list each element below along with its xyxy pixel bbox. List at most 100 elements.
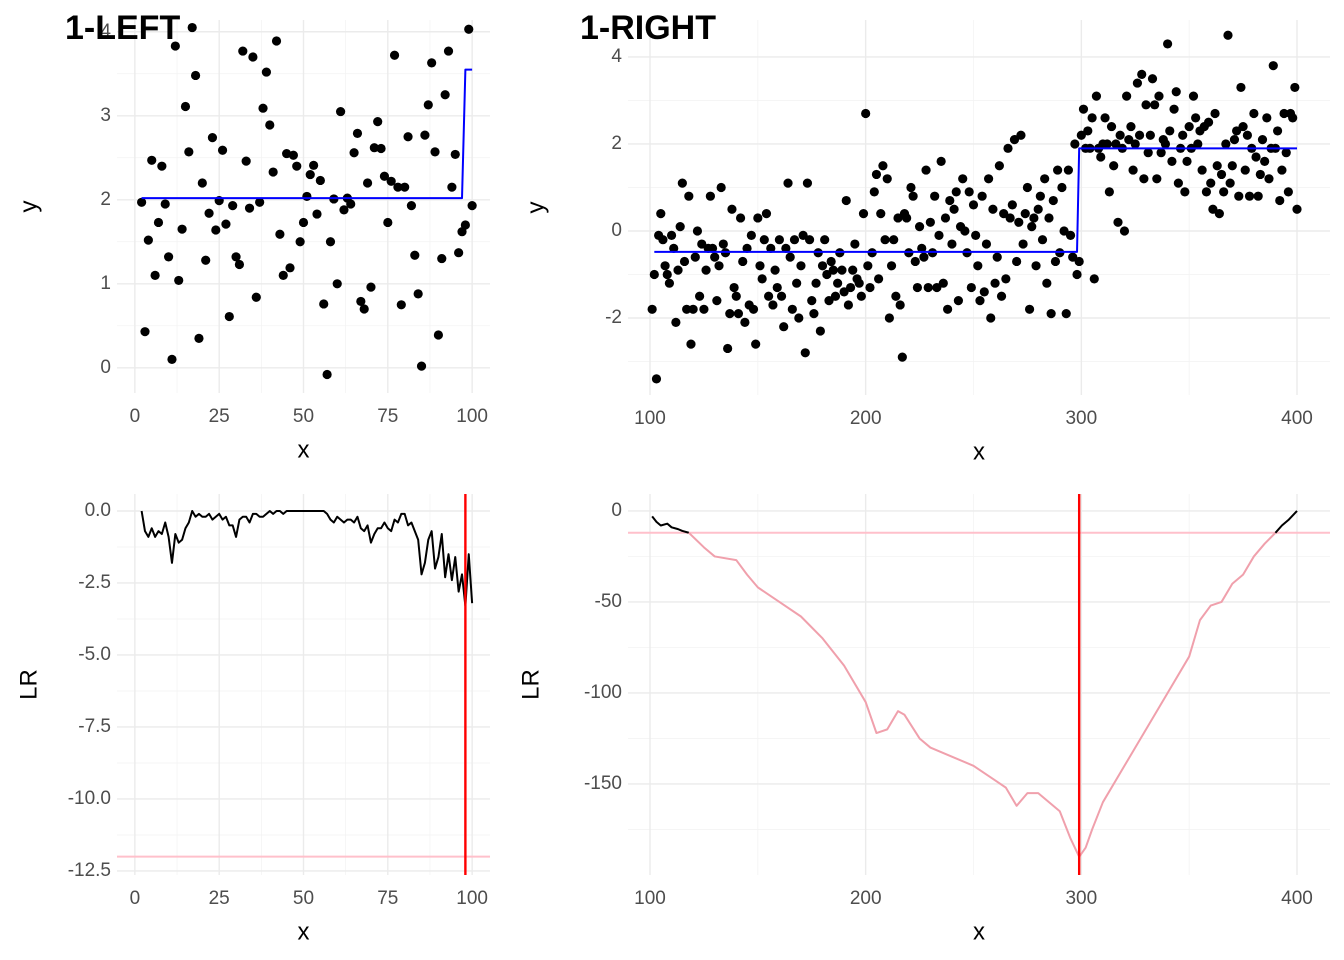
point: [373, 117, 383, 127]
point: [201, 255, 211, 265]
point: [1212, 161, 1222, 171]
point: [437, 253, 447, 264]
point: [322, 369, 332, 380]
point: [895, 300, 905, 310]
point: [882, 174, 892, 184]
point: [265, 120, 275, 130]
point: [1191, 113, 1201, 123]
point: [302, 191, 312, 202]
x-axis-title: x: [973, 918, 985, 945]
point: [824, 295, 834, 306]
point: [925, 217, 935, 227]
point: [1169, 104, 1179, 114]
point: [443, 46, 454, 56]
point: [863, 261, 873, 271]
point: [695, 291, 705, 301]
point: [677, 178, 687, 188]
x-tick-label: 25: [209, 888, 230, 909]
point: [1096, 152, 1106, 162]
point: [1277, 165, 1287, 175]
point: [1165, 126, 1175, 136]
point: [949, 204, 959, 214]
lr-line: [1274, 510, 1298, 534]
point: [906, 182, 916, 193]
point: [137, 197, 147, 207]
point: [160, 199, 170, 209]
point: [356, 296, 366, 307]
point: [1141, 100, 1151, 110]
point: [410, 250, 420, 260]
point: [886, 261, 897, 271]
point: [690, 252, 700, 262]
x-tick-label: 50: [293, 888, 314, 909]
point: [738, 256, 748, 267]
point: [1234, 191, 1244, 201]
point: [187, 22, 197, 33]
y-tick-label: 0: [611, 500, 622, 521]
point: [994, 161, 1004, 171]
point: [150, 270, 160, 280]
point: [826, 256, 836, 267]
point: [312, 209, 322, 219]
point: [869, 187, 879, 197]
point: [1057, 182, 1067, 193]
point: [764, 291, 774, 301]
point: [366, 282, 376, 292]
point: [271, 36, 282, 46]
point: [884, 313, 894, 323]
point: [190, 70, 201, 81]
point: [936, 156, 946, 166]
point: [1251, 152, 1261, 162]
point: [295, 237, 305, 247]
point: [716, 182, 726, 193]
point: [1188, 91, 1199, 101]
point: [796, 261, 806, 271]
point: [305, 169, 315, 180]
point: [1091, 91, 1102, 101]
panel: 100 200 300 400 -2 0 2 4 x y 1-RIGHT: [522, 9, 1330, 465]
point: [1154, 91, 1164, 101]
point: [433, 330, 444, 340]
point: [669, 243, 679, 253]
point: [464, 24, 474, 34]
point: [346, 199, 356, 209]
point: [1163, 39, 1173, 49]
point: [705, 191, 715, 201]
point: [359, 304, 369, 314]
point: [1210, 108, 1220, 119]
point: [423, 100, 433, 110]
y-axis-title: y: [15, 201, 42, 213]
point: [1257, 135, 1268, 145]
point: [258, 103, 268, 113]
point: [1236, 82, 1246, 93]
point: [288, 150, 298, 160]
point: [217, 145, 228, 155]
point: [416, 361, 427, 371]
point: [671, 317, 681, 327]
point: [413, 289, 423, 299]
point: [701, 265, 711, 275]
point: [807, 295, 817, 306]
point: [1242, 130, 1252, 140]
point: [248, 52, 258, 62]
y-tick-label: -150: [584, 773, 622, 794]
point: [231, 252, 241, 262]
point: [748, 304, 759, 314]
point: [992, 252, 1002, 262]
y-tick-label: -2.5: [78, 572, 111, 593]
point: [1005, 213, 1015, 223]
point: [362, 178, 373, 188]
point: [772, 282, 782, 293]
point: [147, 155, 157, 165]
point: [953, 295, 964, 306]
point: [450, 149, 460, 160]
point: [1048, 195, 1058, 206]
point: [224, 311, 234, 322]
point: [1031, 261, 1041, 271]
x-tick-label: 400: [1281, 888, 1313, 909]
point: [1102, 139, 1112, 149]
point: [679, 256, 690, 267]
panel-title: 1-RIGHT: [580, 9, 716, 47]
point: [194, 333, 204, 343]
